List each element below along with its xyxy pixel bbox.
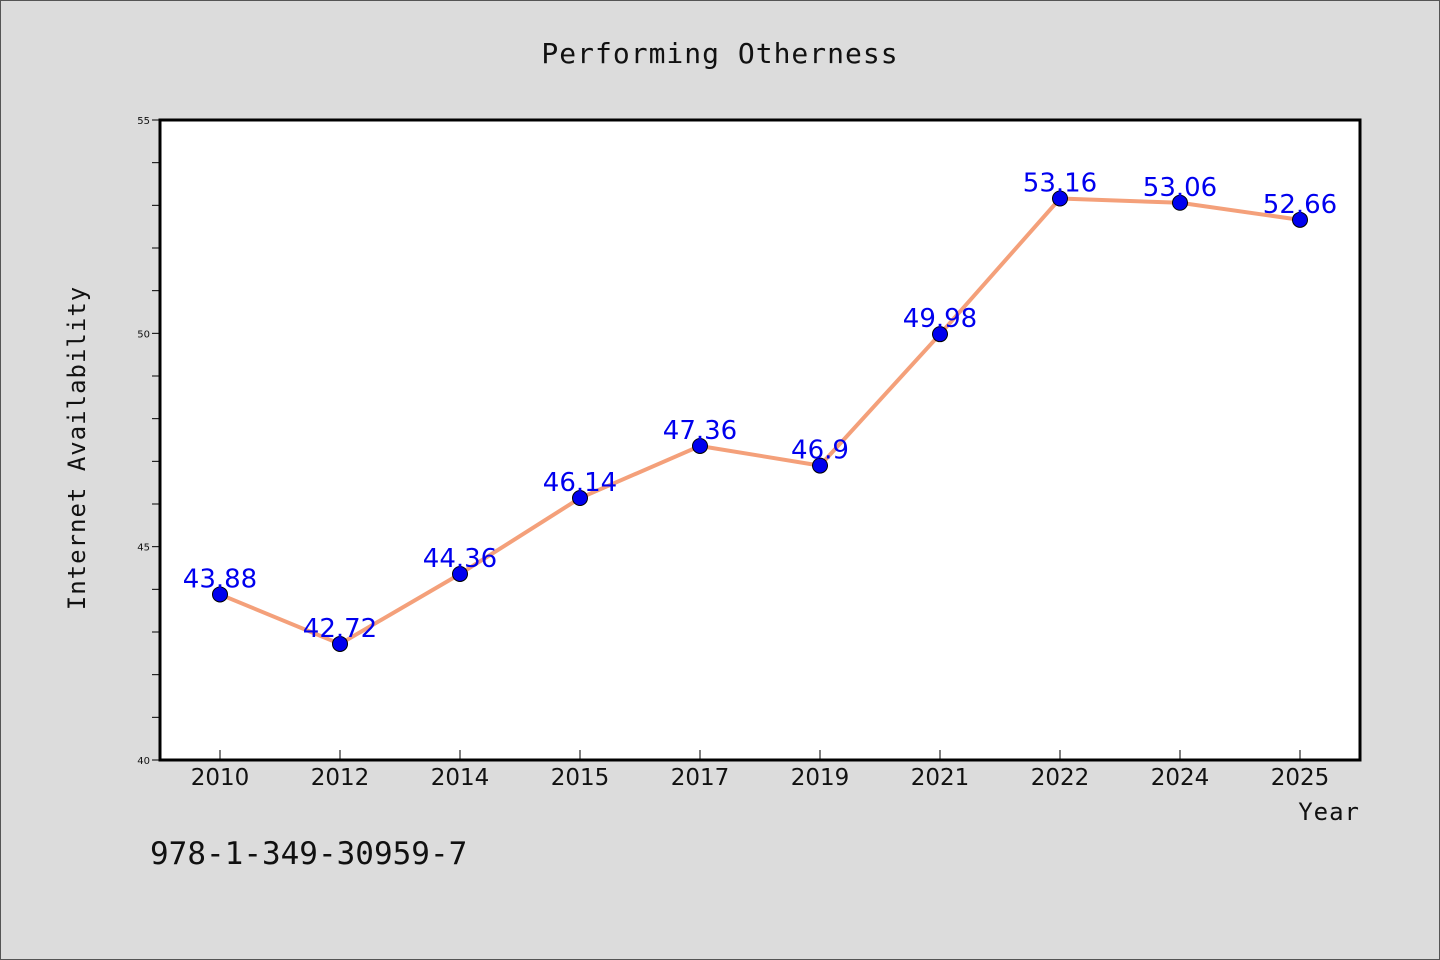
y-axis-ticks: 40 45 50 55 — [137, 116, 160, 767]
data-point-label: 44.36 — [423, 544, 497, 574]
x-tick-label: 2017 — [671, 765, 730, 791]
x-tick-label: 2014 — [431, 765, 490, 791]
data-point-marker — [932, 326, 948, 343]
y-axis-label: Internet Availability — [63, 286, 91, 610]
x-tick-label: 2010 — [191, 765, 250, 791]
plot-area — [160, 120, 1360, 760]
y-tick-label: 50 — [137, 329, 150, 340]
data-point-marker — [1172, 194, 1188, 211]
x-axis-ticks: 2010 2012 2014 2015 2017 2019 2021 2022 2024 2025 — [191, 750, 1330, 791]
x-tick-label: 2022 — [1031, 765, 1090, 791]
isbn-text: 978-1-349-30959-7 — [150, 836, 467, 872]
x-tick-label: 2025 — [1271, 765, 1330, 791]
data-point-label: 46.14 — [543, 468, 617, 498]
data-labels: 43.88 42.72 44.36 46.14 47.36 46.9 49.98 53.16 5… — [183, 169, 1337, 644]
y-tick-label: 45 — [137, 543, 150, 554]
data-point-marker — [812, 457, 828, 474]
data-point-marker — [1292, 211, 1308, 228]
data-point-marker — [332, 635, 348, 652]
data-point-marker — [212, 586, 228, 603]
x-tick-label: 2019 — [791, 765, 850, 791]
chart-title: Performing Otherness — [541, 37, 898, 70]
x-tick-label: 2024 — [1151, 765, 1210, 791]
x-tick-label: 2012 — [311, 765, 370, 791]
data-point-marker — [572, 490, 588, 507]
data-point-marker — [692, 437, 708, 454]
data-point-label: 43.88 — [183, 564, 257, 594]
data-point-label: 53.16 — [1023, 169, 1097, 199]
x-tick-label: 2015 — [551, 765, 610, 791]
data-point-label: 47.36 — [663, 416, 737, 446]
series-markers — [212, 190, 1308, 652]
x-tick-label: 2021 — [911, 765, 970, 791]
x-axis-label: Year — [1298, 798, 1360, 826]
data-point-label: 46.9 — [791, 436, 849, 466]
plot-frame — [158, 118, 1362, 762]
data-point-marker — [1052, 190, 1068, 207]
series-line — [219, 196, 1301, 646]
data-point-marker — [452, 565, 468, 582]
data-point-label: 42.72 — [303, 614, 377, 644]
data-point-label: 49.98 — [903, 304, 977, 334]
data-point-label: 52.66 — [1263, 190, 1337, 220]
data-point-label: 53.06 — [1143, 173, 1217, 203]
y-tick-label: 40 — [137, 756, 150, 767]
y-tick-label: 55 — [137, 116, 150, 127]
